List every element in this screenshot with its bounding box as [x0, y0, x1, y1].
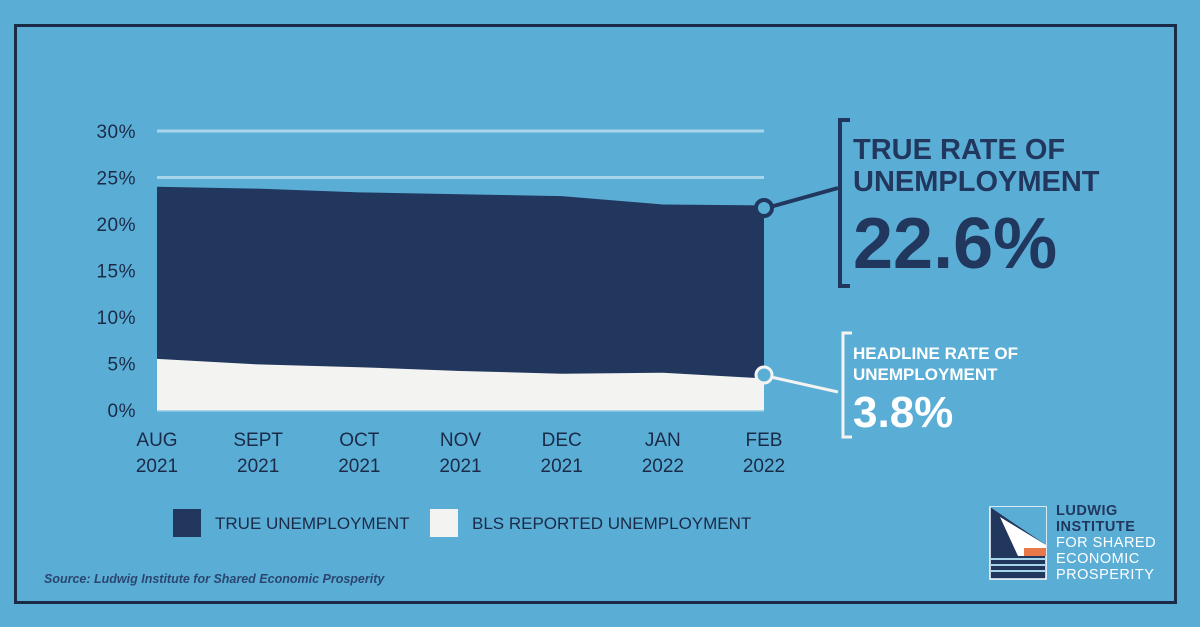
y-axis-ticks: 0% 5% 10% 15% 20% 25% 30% [96, 122, 136, 422]
x-tick-label: NOV 2021 [439, 430, 481, 477]
headline-rate-connector [770, 375, 839, 394]
headline-rate-callout: HEADLINE RATE OF UNEMPLOYMENT 3.8% [841, 331, 1018, 439]
true-rate-value: 22.6% [853, 204, 1057, 284]
y-tick-label: 25% [96, 169, 136, 190]
y-tick-label: 20% [96, 215, 136, 236]
legend-swatch-bls [430, 509, 458, 537]
x-axis-ticks: AUG 2021 SEPT 2021 OCT 2021 NOV 2021 DEC 2021 JAN 2… [136, 430, 785, 477]
logo-line-1: LUDWIG [1056, 503, 1118, 519]
headline-rate-title-2: UNEMPLOYMENT [853, 365, 998, 384]
chart-frame [14, 24, 1177, 604]
logo-line-4: ECONOMIC [1056, 551, 1140, 567]
true-rate-callout: TRUE RATE OF UNEMPLOYMENT 22.6% [838, 118, 1100, 288]
chart-areas [157, 186, 764, 410]
ludwig-logo-icon [989, 506, 1047, 580]
true-rate-connector [769, 186, 839, 209]
legend: TRUE UNEMPLOYMENT BLS REPORTED UNEMPLOYM… [173, 509, 751, 537]
headline-rate-value: 3.8% [853, 388, 953, 437]
logo-text: LUDWIG INSTITUTE FOR SHARED ECONOMIC PRO… [1056, 503, 1156, 583]
legend-swatch-true [173, 509, 201, 537]
x-tick-label: OCT 2021 [338, 430, 380, 477]
headline-rate-bracket [841, 331, 852, 439]
y-tick-label: 5% [108, 355, 136, 376]
x-tick-label: FEB 2022 [743, 430, 785, 477]
legend-label-true: TRUE UNEMPLOYMENT [215, 514, 410, 533]
source-note: Source: Ludwig Institute for Shared Econ… [44, 572, 385, 586]
headline-rate-title-1: HEADLINE RATE OF [853, 344, 1018, 363]
true-rate-marker [754, 198, 774, 218]
headline-rate-marker [754, 365, 774, 385]
x-tick-label: DEC 2021 [541, 430, 583, 477]
bls-unemployment-area [157, 358, 764, 410]
y-tick-label: 10% [96, 308, 136, 329]
callout-connectors [754, 186, 839, 394]
true-rate-bracket [838, 118, 850, 288]
x-tick-label: AUG 2021 [136, 430, 178, 477]
logo-line-5: PROSPERITY [1056, 567, 1155, 583]
x-tick-label: SEPT 2021 [233, 430, 283, 477]
legend-label-bls: BLS REPORTED UNEMPLOYMENT [472, 514, 751, 533]
y-tick-label: 15% [96, 262, 136, 283]
y-tick-label: 0% [108, 401, 136, 422]
x-tick-label: JAN 2022 [642, 430, 684, 477]
y-tick-label: 30% [96, 122, 136, 143]
true-unemployment-area [157, 186, 764, 410]
logo-line-3: FOR SHARED [1056, 535, 1157, 551]
true-rate-title-2: UNEMPLOYMENT [853, 166, 1100, 198]
true-rate-title-1: TRUE RATE OF [853, 134, 1065, 166]
logo-line-2: INSTITUTE [1056, 519, 1136, 535]
